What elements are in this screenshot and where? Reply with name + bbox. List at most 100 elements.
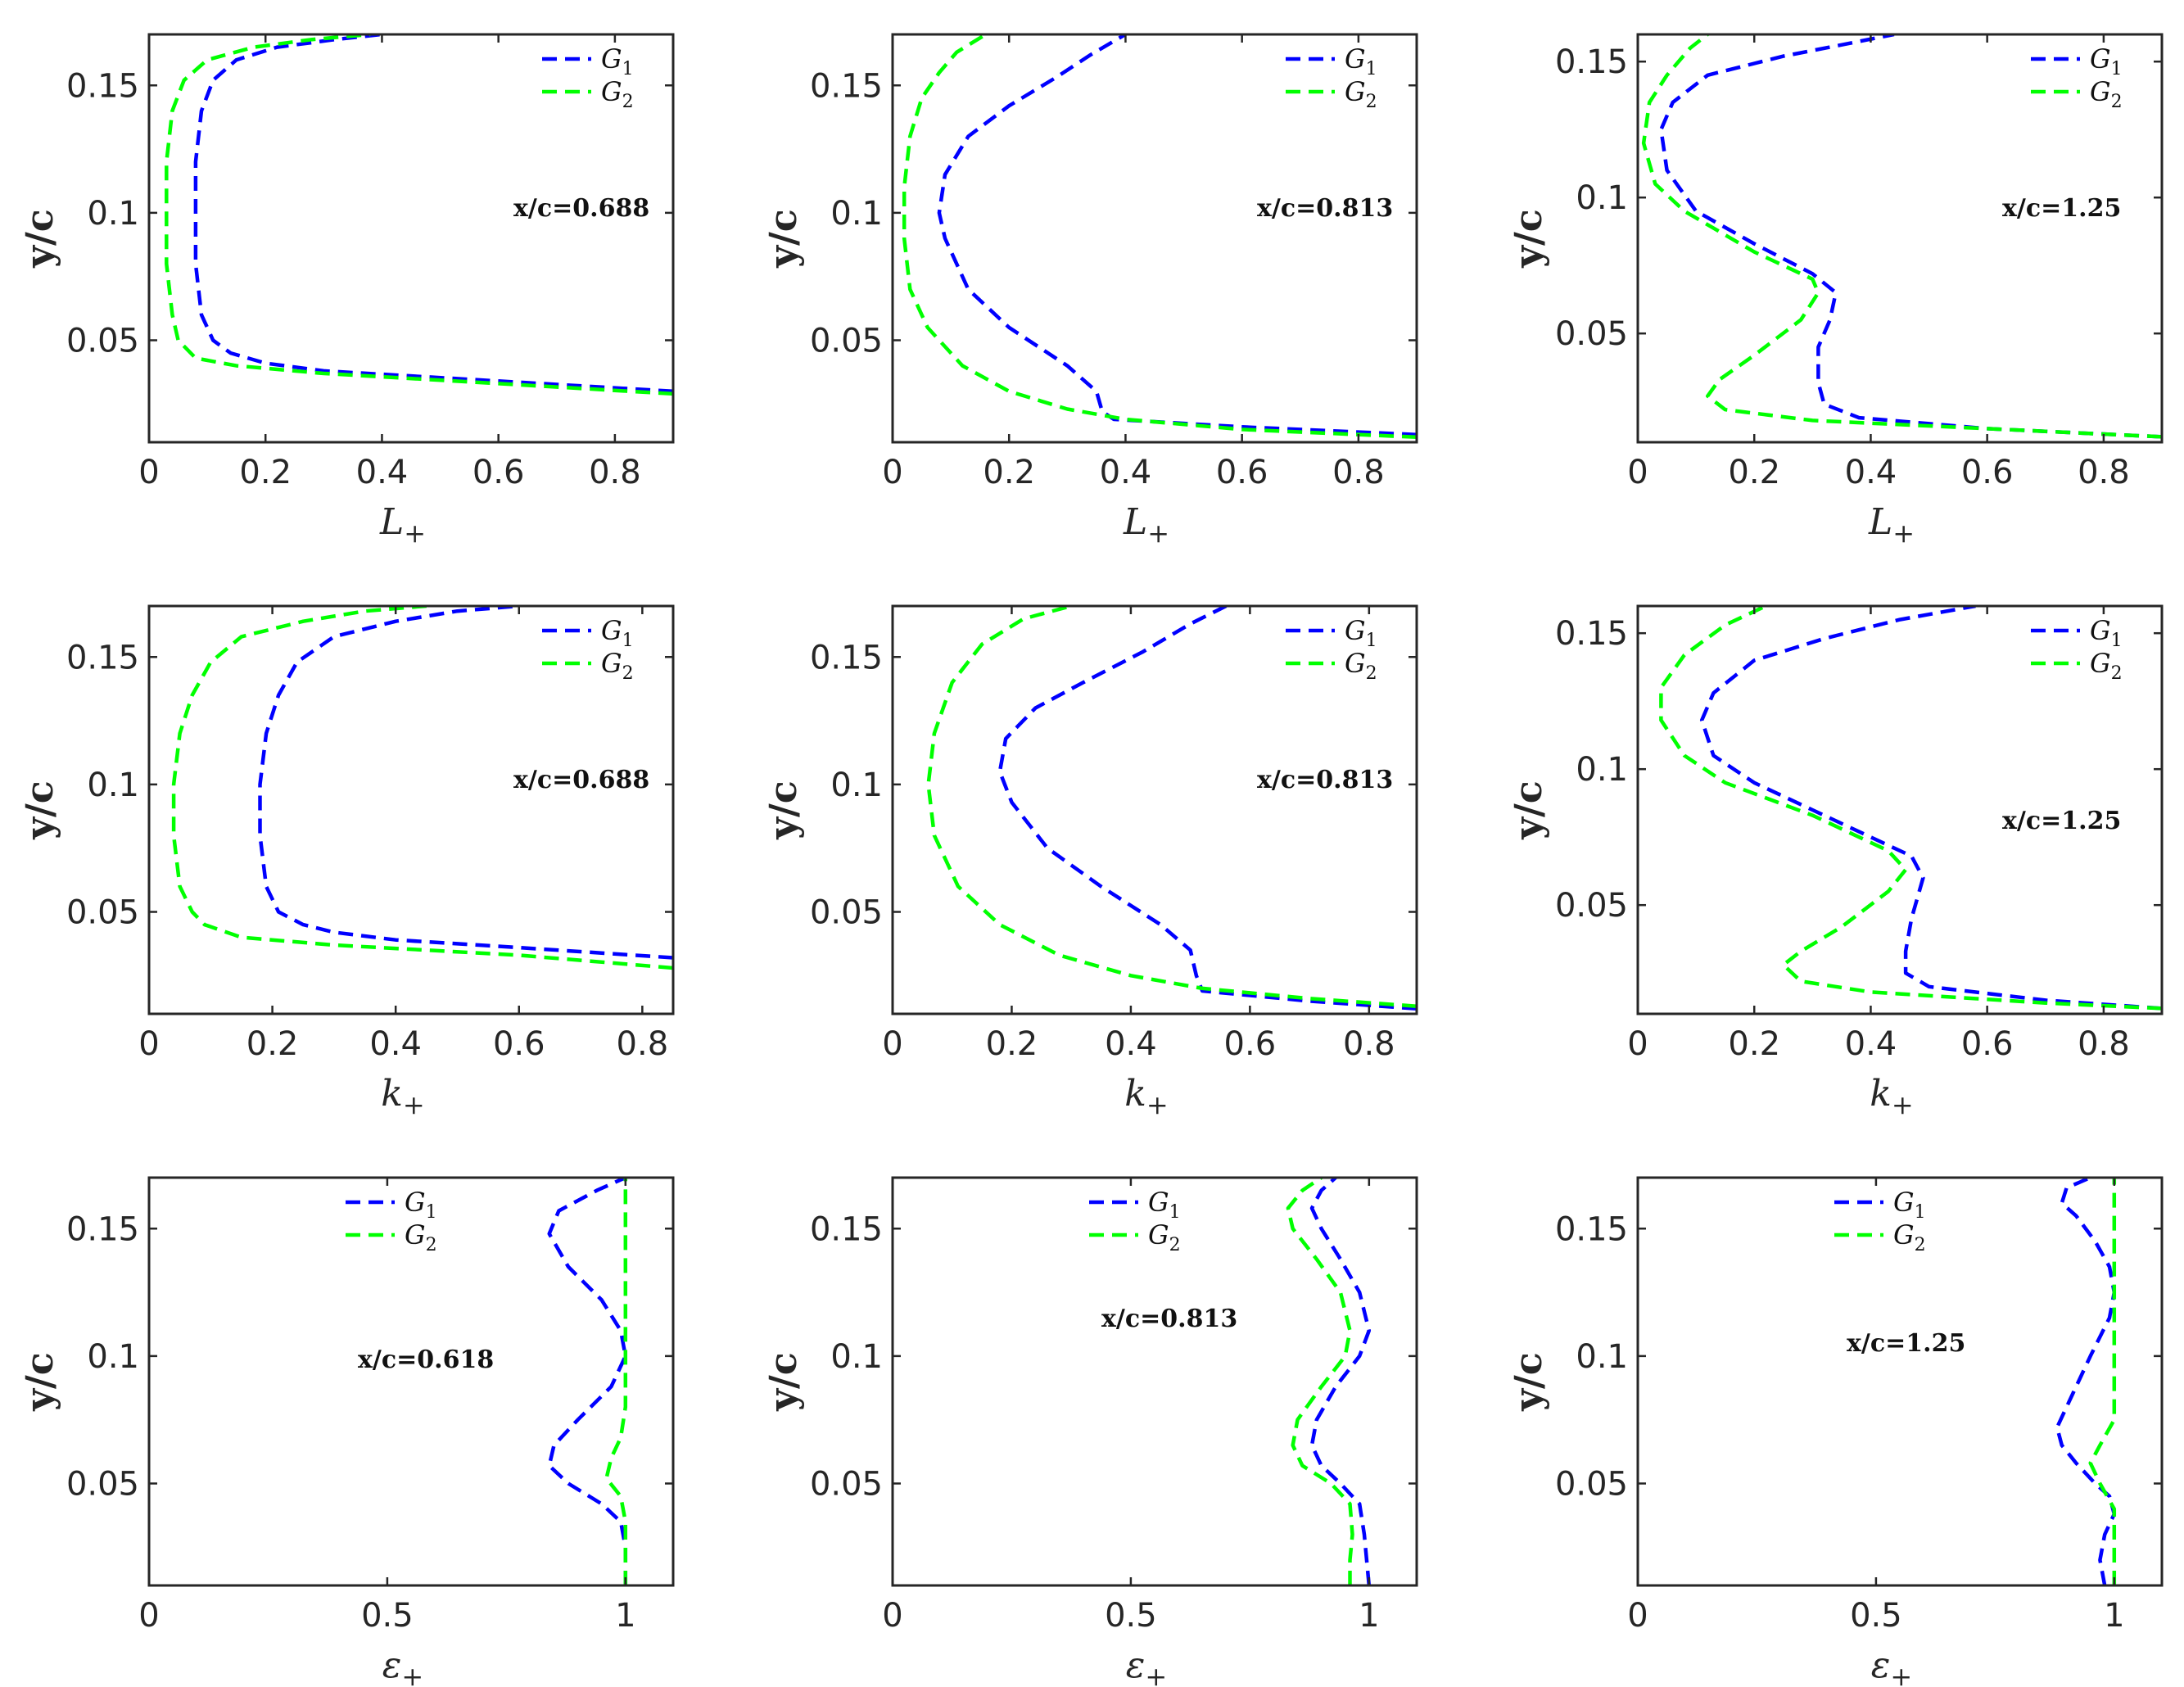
series-line-g1 — [997, 606, 1417, 1011]
legend-label-g1: G1 — [601, 43, 634, 79]
axes-box — [1636, 1176, 2164, 1587]
legend-label-g1: G1 — [1345, 43, 1377, 79]
subplot-1-3: 0 0.2 0.4 0.6 0.8 0.05 0.1 0.15 y/c L+ x/c=1.25 G1G… — [1506, 33, 2164, 549]
y-axis-label: y/c — [17, 209, 61, 269]
legend-label-g2: G2 — [2090, 648, 2123, 684]
annotation-xc: x/c=1.25 — [2002, 194, 2121, 223]
axes-box — [1636, 33, 2164, 444]
y-tick-label: 0.05 — [66, 323, 139, 360]
series-line-g1 — [2055, 1178, 2117, 1585]
x-tick-label: 0.4 — [1105, 1025, 1157, 1063]
x-tick-label: 0.6 — [1224, 1025, 1277, 1063]
axes-box — [147, 604, 675, 1015]
annotation-xc: x/c=0.618 — [358, 1346, 494, 1374]
x-tick-label: 0.8 — [1332, 454, 1385, 491]
x-tick-label: 0.2 — [1728, 1025, 1780, 1063]
y-axis-label: y/c — [761, 209, 805, 269]
x-axis-label: L+ — [379, 501, 426, 549]
x-tick-label: 0 — [1627, 1025, 1648, 1063]
subplot-2-3: 0 0.2 0.4 0.6 0.8 0.05 0.1 0.15 y/c k+ x/c=1.25 G1G… — [1506, 604, 2164, 1120]
y-tick-label: 0.15 — [810, 1210, 883, 1248]
annotation-xc: x/c=1.25 — [1847, 1329, 1965, 1358]
y-axis-label: y/c — [17, 1352, 61, 1412]
x-tick-label: 0.5 — [361, 1597, 414, 1635]
y-axis-label: y/c — [1506, 1352, 1550, 1412]
y-tick-label: 0.05 — [66, 894, 139, 932]
y-tick-label: 0.1 — [1576, 1338, 1628, 1376]
y-tick-label: 0.05 — [1555, 1466, 1628, 1504]
x-tick-label: 0.8 — [2078, 454, 2130, 491]
subplot-2-2: 0 0.2 0.4 0.6 0.8 0.05 0.1 0.15 y/c k+ x/c=0.813 G1… — [761, 604, 1418, 1120]
x-tick-label: 0 — [1627, 454, 1648, 491]
axes-box — [891, 33, 1418, 444]
x-tick-label: 0 — [138, 454, 159, 491]
x-tick-label: 0.8 — [617, 1025, 669, 1063]
x-axis-label: ε+ — [382, 1644, 423, 1687]
y-axis-label: y/c — [17, 780, 61, 840]
x-tick-label: 0.5 — [1850, 1597, 1902, 1635]
legend-label-g1: G1 — [405, 1187, 437, 1223]
series-line-g1 — [1659, 34, 2162, 439]
y-axis-label: y/c — [761, 1352, 805, 1412]
x-axis-label: k+ — [1124, 1073, 1168, 1120]
y-tick-label: 0.1 — [87, 767, 139, 804]
subplot-2-1: 0 0.2 0.4 0.6 0.8 0.05 0.1 0.15 y/c k+ x/c=0.688 G1… — [17, 604, 675, 1120]
series-line-g1 — [193, 34, 673, 394]
y-tick-label: 0.1 — [1576, 179, 1628, 217]
x-tick-label: 0.4 — [1100, 454, 1152, 491]
y-tick-label: 0.05 — [810, 323, 883, 360]
axes-box — [1636, 604, 2164, 1015]
x-axis-label: k+ — [1870, 1073, 1913, 1120]
x-tick-label: 0.2 — [246, 1025, 299, 1063]
x-tick-label: 0.8 — [589, 454, 641, 491]
legend-label-g2: G2 — [1148, 1219, 1181, 1255]
series-line-g2 — [604, 1178, 628, 1585]
x-tick-label: 0.5 — [1105, 1597, 1157, 1635]
x-tick-label: 0 — [138, 1025, 159, 1063]
y-tick-label: 0.05 — [1555, 887, 1628, 925]
x-tick-label: 0.6 — [473, 454, 525, 491]
x-tick-label: 0.6 — [493, 1025, 545, 1063]
x-tick-label: 0.2 — [1728, 454, 1780, 491]
y-tick-label: 0.15 — [66, 1210, 139, 1248]
legend-label-g2: G2 — [601, 76, 634, 112]
axes-box — [891, 1176, 1418, 1587]
legend-label-g2: G2 — [2090, 76, 2123, 112]
y-axis-label: y/c — [761, 780, 805, 840]
x-tick-label: 0.8 — [2078, 1025, 2130, 1063]
x-tick-label: 0.2 — [239, 454, 292, 491]
x-axis-label: L+ — [1123, 501, 1169, 549]
legend-label-g2: G2 — [1893, 1219, 1926, 1255]
x-tick-label: 0.6 — [1961, 454, 2014, 491]
legend-label-g2: G2 — [601, 648, 634, 684]
y-tick-label: 0.15 — [810, 639, 883, 676]
series-line-g2 — [165, 34, 673, 396]
legend-label-g2: G2 — [405, 1219, 437, 1255]
y-tick-label: 0.1 — [87, 195, 139, 233]
legend-label-g1: G1 — [601, 615, 634, 651]
x-tick-label: 0.2 — [986, 1025, 1038, 1063]
series-line-g1 — [547, 1178, 628, 1585]
legend-label-g1: G1 — [2090, 43, 2123, 79]
series-line-g2 — [1659, 606, 2162, 1011]
axes-box — [147, 33, 675, 444]
x-tick-label: 0.6 — [1961, 1025, 2014, 1063]
legend-label-g1: G1 — [1345, 615, 1377, 651]
annotation-xc: x/c=0.688 — [513, 194, 649, 223]
y-tick-label: 0.05 — [810, 894, 883, 932]
annotation-xc: x/c=0.688 — [513, 766, 649, 794]
annotation-xc: x/c=0.813 — [1101, 1305, 1237, 1333]
annotation-xc: x/c=1.25 — [2002, 807, 2121, 835]
y-tick-label: 0.05 — [66, 1466, 139, 1504]
series-line-g1 — [258, 606, 673, 960]
y-tick-label: 0.1 — [830, 195, 883, 233]
x-axis-label: ε+ — [1871, 1644, 1912, 1687]
x-tick-label: 0 — [1627, 1597, 1648, 1635]
series-line-g1 — [1699, 606, 2162, 1011]
y-tick-label: 0.05 — [1555, 315, 1628, 353]
x-tick-label: 0.4 — [1845, 1025, 1897, 1063]
x-tick-label: 0 — [138, 1597, 159, 1635]
y-tick-label: 0.05 — [810, 1466, 883, 1504]
